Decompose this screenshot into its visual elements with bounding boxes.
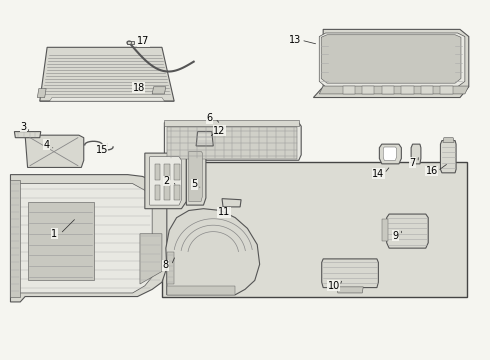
Polygon shape (421, 86, 433, 94)
Text: 8: 8 (162, 260, 169, 270)
Polygon shape (401, 86, 414, 94)
Polygon shape (18, 184, 152, 293)
Polygon shape (27, 202, 94, 280)
Polygon shape (379, 144, 401, 164)
Polygon shape (343, 86, 355, 94)
Polygon shape (186, 148, 206, 205)
Polygon shape (314, 30, 469, 98)
Polygon shape (155, 185, 160, 200)
Polygon shape (196, 132, 213, 146)
Text: 2: 2 (164, 176, 170, 186)
Text: 18: 18 (133, 83, 145, 93)
Polygon shape (167, 252, 174, 284)
Polygon shape (319, 33, 465, 87)
Text: 4: 4 (43, 140, 49, 150)
Polygon shape (37, 89, 46, 98)
Polygon shape (174, 164, 180, 180)
Text: 6: 6 (206, 113, 212, 123)
Polygon shape (155, 164, 160, 180)
Polygon shape (411, 144, 421, 164)
Polygon shape (174, 185, 180, 200)
Polygon shape (25, 135, 84, 167)
Polygon shape (167, 127, 297, 159)
Polygon shape (362, 86, 374, 94)
Polygon shape (383, 147, 396, 160)
Text: 13: 13 (289, 35, 301, 45)
Polygon shape (140, 234, 162, 284)
Polygon shape (150, 157, 181, 205)
Polygon shape (322, 259, 378, 288)
Polygon shape (189, 151, 202, 202)
Polygon shape (164, 164, 170, 180)
Text: 5: 5 (191, 179, 197, 189)
Polygon shape (164, 185, 170, 200)
Text: 14: 14 (372, 168, 385, 179)
Polygon shape (222, 199, 241, 207)
Polygon shape (382, 220, 388, 241)
Text: 16: 16 (425, 166, 438, 176)
Text: 1: 1 (51, 229, 57, 239)
Polygon shape (441, 140, 456, 173)
Polygon shape (10, 180, 20, 297)
Text: 15: 15 (96, 144, 108, 154)
Polygon shape (14, 132, 41, 138)
Text: 7: 7 (409, 158, 415, 168)
Polygon shape (443, 138, 454, 142)
FancyBboxPatch shape (162, 162, 467, 297)
Polygon shape (337, 287, 363, 293)
Polygon shape (166, 209, 260, 295)
Polygon shape (387, 214, 428, 248)
Polygon shape (382, 86, 394, 94)
Polygon shape (441, 86, 453, 94)
Text: 17: 17 (137, 36, 149, 46)
Text: 9: 9 (392, 231, 398, 240)
Text: 10: 10 (328, 281, 340, 291)
Polygon shape (10, 175, 167, 302)
Text: 11: 11 (218, 207, 230, 217)
Polygon shape (167, 286, 235, 295)
Text: 12: 12 (213, 126, 225, 135)
Polygon shape (40, 98, 174, 101)
Polygon shape (145, 153, 186, 209)
Polygon shape (152, 87, 166, 94)
Polygon shape (40, 47, 174, 101)
Text: 3: 3 (21, 122, 27, 132)
Polygon shape (164, 123, 301, 160)
Polygon shape (321, 35, 461, 83)
Polygon shape (127, 41, 134, 44)
Polygon shape (319, 86, 469, 94)
Polygon shape (164, 120, 299, 126)
